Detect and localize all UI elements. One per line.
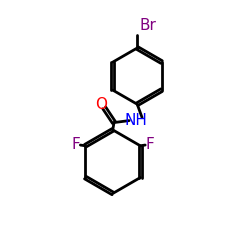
Text: Br: Br [139,18,156,33]
Text: NH: NH [124,112,148,128]
Text: F: F [145,137,154,152]
Text: F: F [72,137,80,152]
Text: O: O [95,98,107,112]
